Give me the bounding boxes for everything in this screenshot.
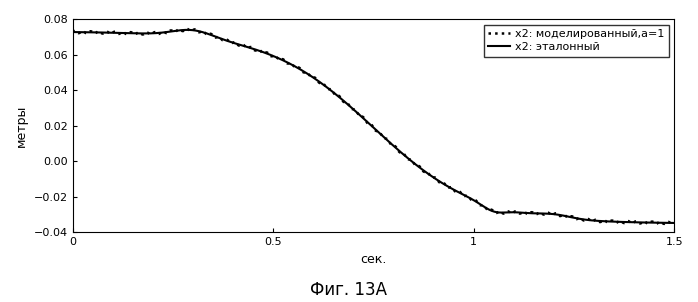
x2: моделированный,a=1: (1.18, -0.0291): моделированный,a=1: (1.18, -0.0291): [542, 211, 551, 215]
x2: эталонный: (1.18, -0.0294): эталонный: (1.18, -0.0294): [542, 212, 551, 215]
Text: Фиг. 13А: Фиг. 13А: [311, 281, 387, 299]
Legend: x2: моделированный,a=1, x2: эталонный: x2: моделированный,a=1, x2: эталонный: [484, 24, 669, 57]
x2: эталонный: (0.73, 0.0231): эталонный: (0.73, 0.0231): [361, 118, 369, 122]
Line: x2: моделированный,a=1: x2: моделированный,a=1: [73, 29, 674, 224]
x2: моделированный,a=1: (1.46, -0.035): моделированный,a=1: (1.46, -0.035): [653, 222, 661, 225]
x2: моделированный,a=1: (1.49, -0.0352): моделированный,a=1: (1.49, -0.0352): [668, 222, 676, 226]
x2: эталонный: (0.0765, 0.0724): эталонный: (0.0765, 0.0724): [99, 31, 107, 34]
X-axis label: сек.: сек.: [360, 253, 387, 266]
x2: эталонный: (0.286, 0.0739): эталонный: (0.286, 0.0739): [183, 28, 191, 32]
x2: моделированный,a=1: (1.46, -0.0351): моделированный,a=1: (1.46, -0.0351): [653, 222, 661, 226]
x2: эталонный: (1.5, -0.0347): эталонный: (1.5, -0.0347): [670, 221, 678, 225]
x2: моделированный,a=1: (0.285, 0.0745): моделированный,a=1: (0.285, 0.0745): [183, 27, 191, 31]
x2: моделированный,a=1: (0.69, 0.0311): моделированный,a=1: (0.69, 0.0311): [346, 104, 354, 108]
x2: моделированный,a=1: (0.0765, 0.0719): моделированный,a=1: (0.0765, 0.0719): [99, 32, 107, 35]
x2: эталонный: (1.46, -0.0345): эталонный: (1.46, -0.0345): [653, 221, 661, 224]
x2: эталонный: (1.46, -0.0345): эталонный: (1.46, -0.0345): [653, 221, 661, 224]
Y-axis label: метры: метры: [15, 104, 28, 147]
x2: моделированный,a=1: (0, 0.0727): моделированный,a=1: (0, 0.0727): [68, 30, 77, 34]
x2: эталонный: (0, 0.0727): эталонный: (0, 0.0727): [68, 30, 77, 34]
x2: моделированный,a=1: (0.73, 0.0231): моделированный,a=1: (0.73, 0.0231): [361, 118, 369, 122]
x2: эталонный: (0.69, 0.0312): эталонный: (0.69, 0.0312): [346, 104, 354, 108]
x2: моделированный,a=1: (1.5, -0.0347): моделированный,a=1: (1.5, -0.0347): [670, 221, 678, 225]
Line: x2: эталонный: x2: эталонный: [73, 30, 674, 223]
